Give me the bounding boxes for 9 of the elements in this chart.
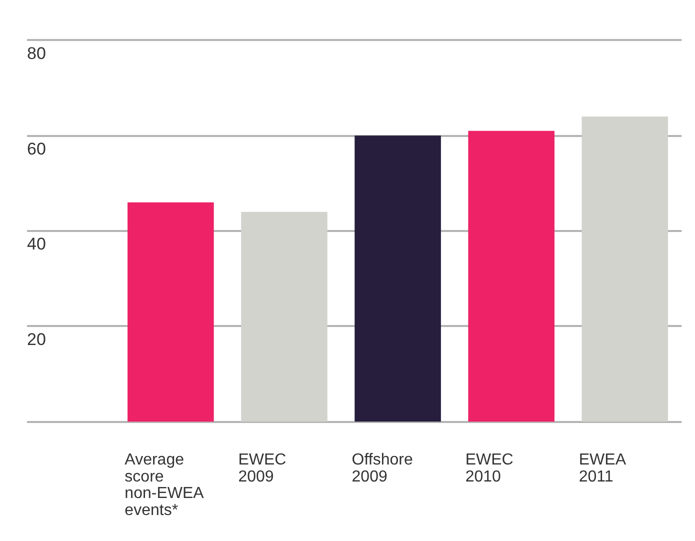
x-tick-label: Offshore 2009 [352,452,413,486]
x-tick-label: EWEC 2010 [465,452,514,486]
y-tick-label: 40 [27,234,46,254]
y-tick-label: 20 [27,330,46,350]
x-tick-label: Average score non-EWEA events* [124,452,204,520]
x-tick-label: EWEA 2011 [578,452,626,486]
y-tick-label: 60 [27,139,46,158]
y-tick-label: 80 [27,44,46,63]
x-tick-label: EWEC 2009 [238,452,286,486]
